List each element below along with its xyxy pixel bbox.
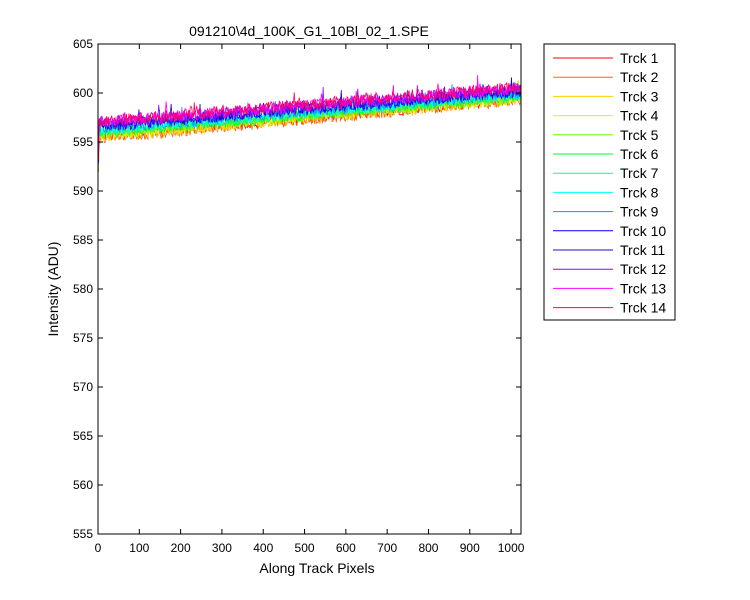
y-tick-label: 555 — [73, 527, 93, 541]
y-tick-label: 600 — [73, 86, 93, 100]
x-tick-label: 600 — [336, 541, 356, 555]
x-tick-label: 500 — [295, 541, 315, 555]
x-tick-label: 800 — [418, 541, 438, 555]
y-tick-label: 580 — [73, 282, 93, 296]
legend-label: Trck 11 — [620, 242, 665, 258]
x-tick-label: 400 — [253, 541, 273, 555]
series-line-13 — [98, 75, 521, 160]
x-tick-label: 0 — [95, 541, 102, 555]
legend-label: Trck 4 — [620, 108, 659, 124]
legend-label: Trck 8 — [620, 184, 659, 200]
y-tick-label: 585 — [73, 233, 93, 247]
x-tick-label: 1000 — [498, 541, 525, 555]
chart-title: 091210\4d_100K_G1_10Bl_02_1.SPE — [189, 23, 429, 39]
y-axis: 555 560 565 570 575 580 585 590 595 600 605 — [73, 37, 521, 541]
x-tick-label: 100 — [129, 541, 149, 555]
series-group — [98, 75, 521, 172]
x-tick-label: 300 — [212, 541, 232, 555]
legend-box — [543, 43, 676, 321]
legend: Trck 1 Trck 2 Trck 3 Trck 4 Trck 5 Trck 6 Trck… — [543, 43, 676, 321]
x-tick-label: 700 — [377, 541, 397, 555]
series-line-14 — [98, 81, 521, 159]
legend-label: Trck 10 — [620, 223, 666, 239]
legend-label: Trck 13 — [620, 280, 666, 296]
y-tick-label: 565 — [73, 429, 93, 443]
x-tick-label: 200 — [171, 541, 191, 555]
legend-label: Trck 3 — [620, 88, 659, 104]
y-tick-label: 570 — [73, 380, 93, 394]
legend-items: Trck 1 Trck 2 Trck 3 Trck 4 Trck 5 Trck 6 Trck… — [553, 50, 666, 316]
y-tick-label: 605 — [73, 37, 93, 51]
legend-label: Trck 12 — [620, 261, 666, 277]
x-axis: 0 100 200 300 400 500 600 700 800 900 1000 — [95, 44, 525, 555]
y-tick-label: 590 — [73, 184, 93, 198]
legend-label: Trck 1 — [620, 50, 659, 66]
y-tick-label: 560 — [73, 478, 93, 492]
legend-label: Trck 9 — [620, 204, 659, 220]
legend-label: Trck 7 — [620, 165, 659, 181]
y-tick-label: 595 — [73, 135, 93, 149]
y-axis-label: Intensity (ADU) — [45, 242, 61, 337]
x-axis-label: Along Track Pixels — [259, 560, 374, 576]
series-line-5 — [98, 80, 521, 168]
x-tick-label: 900 — [460, 541, 480, 555]
legend-label: Trck 5 — [620, 127, 659, 143]
legend-label: Trck 6 — [620, 146, 659, 162]
y-tick-label: 575 — [73, 331, 93, 345]
legend-label: Trck 14 — [620, 300, 666, 316]
legend-label: Trck 2 — [620, 69, 659, 85]
